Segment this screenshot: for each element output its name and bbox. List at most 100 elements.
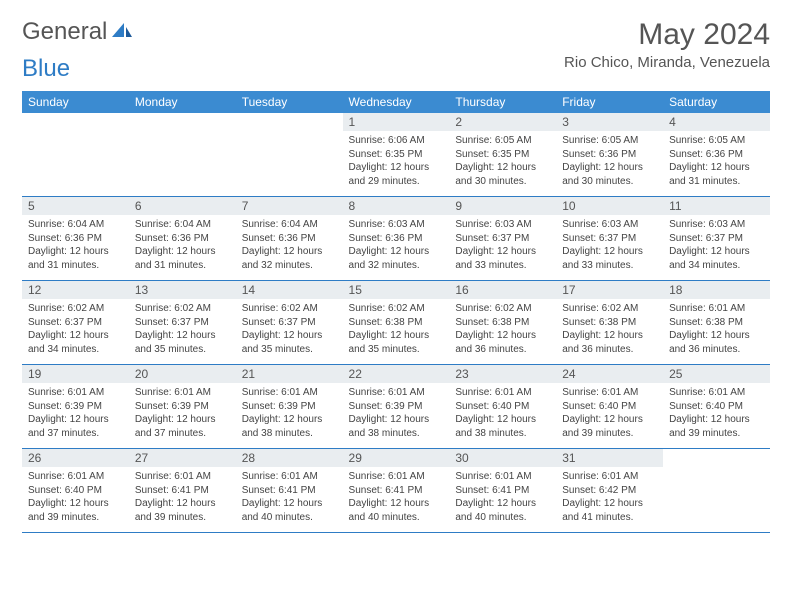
day-detail-line: Daylight: 12 hours: [669, 413, 764, 427]
day-detail-line: and 39 minutes.: [135, 511, 230, 525]
day-detail-line: Sunrise: 6:01 AM: [135, 470, 230, 484]
day-number: 17: [556, 281, 663, 299]
day-detail-line: Sunrise: 6:01 AM: [28, 386, 123, 400]
day-cell: 9Sunrise: 6:03 AMSunset: 6:37 PMDaylight…: [449, 197, 556, 280]
day-number: 21: [236, 365, 343, 383]
day-detail-line: Sunset: 6:37 PM: [669, 232, 764, 246]
day-detail-line: Sunrise: 6:01 AM: [242, 470, 337, 484]
day-detail-line: Sunrise: 6:03 AM: [669, 218, 764, 232]
day-cell: 26Sunrise: 6:01 AMSunset: 6:40 PMDayligh…: [22, 449, 129, 532]
day-detail-line: Sunrise: 6:02 AM: [242, 302, 337, 316]
day-cell: 3Sunrise: 6:05 AMSunset: 6:36 PMDaylight…: [556, 113, 663, 196]
day-cell: 31Sunrise: 6:01 AMSunset: 6:42 PMDayligh…: [556, 449, 663, 532]
day-cell: 5Sunrise: 6:04 AMSunset: 6:36 PMDaylight…: [22, 197, 129, 280]
calendar-page: General May 2024 Rio Chico, Miranda, Ven…: [0, 0, 792, 551]
day-detail-line: Daylight: 12 hours: [242, 245, 337, 259]
day-cell: 21Sunrise: 6:01 AMSunset: 6:39 PMDayligh…: [236, 365, 343, 448]
day-detail-line: and 36 minutes.: [455, 343, 550, 357]
day-detail-line: Sunset: 6:37 PM: [242, 316, 337, 330]
day-detail-line: and 33 minutes.: [562, 259, 657, 273]
day-detail-line: Sunset: 6:40 PM: [669, 400, 764, 414]
day-detail-line: and 32 minutes.: [242, 259, 337, 273]
day-detail-line: Sunset: 6:37 PM: [135, 316, 230, 330]
day-number: 7: [236, 197, 343, 215]
day-detail-line: and 30 minutes.: [562, 175, 657, 189]
day-cell: 17Sunrise: 6:02 AMSunset: 6:38 PMDayligh…: [556, 281, 663, 364]
day-detail-line: and 36 minutes.: [669, 343, 764, 357]
day-cell: 23Sunrise: 6:01 AMSunset: 6:40 PMDayligh…: [449, 365, 556, 448]
day-number: 16: [449, 281, 556, 299]
day-cell: 1Sunrise: 6:06 AMSunset: 6:35 PMDaylight…: [343, 113, 450, 196]
day-number: 15: [343, 281, 450, 299]
day-cell: 12Sunrise: 6:02 AMSunset: 6:37 PMDayligh…: [22, 281, 129, 364]
day-cell: 16Sunrise: 6:02 AMSunset: 6:38 PMDayligh…: [449, 281, 556, 364]
day-detail-line: and 34 minutes.: [28, 343, 123, 357]
day-cell: 27Sunrise: 6:01 AMSunset: 6:41 PMDayligh…: [129, 449, 236, 532]
day-detail-line: Sunset: 6:36 PM: [669, 148, 764, 162]
day-detail-line: Daylight: 12 hours: [669, 329, 764, 343]
day-cell: 8Sunrise: 6:03 AMSunset: 6:36 PMDaylight…: [343, 197, 450, 280]
day-detail-line: and 37 minutes.: [28, 427, 123, 441]
day-number: 20: [129, 365, 236, 383]
day-detail-line: and 38 minutes.: [455, 427, 550, 441]
day-detail-line: Sunrise: 6:04 AM: [135, 218, 230, 232]
day-number: 3: [556, 113, 663, 131]
day-number: 4: [663, 113, 770, 131]
day-detail-line: Sunset: 6:40 PM: [562, 400, 657, 414]
day-cell: [129, 113, 236, 196]
day-detail-line: Sunrise: 6:02 AM: [135, 302, 230, 316]
day-detail-line: Daylight: 12 hours: [669, 245, 764, 259]
day-detail-line: Daylight: 12 hours: [455, 161, 550, 175]
day-detail-line: Sunset: 6:36 PM: [28, 232, 123, 246]
day-detail-line: Sunset: 6:35 PM: [349, 148, 444, 162]
day-detail-line: Sunrise: 6:01 AM: [669, 302, 764, 316]
day-detail-line: Sunset: 6:41 PM: [455, 484, 550, 498]
day-detail-line: Daylight: 12 hours: [455, 413, 550, 427]
weekday-col: Thursday: [449, 91, 556, 113]
week-row: 12Sunrise: 6:02 AMSunset: 6:37 PMDayligh…: [22, 281, 770, 365]
weekday-col: Sunday: [22, 91, 129, 113]
day-detail-line: Sunrise: 6:05 AM: [562, 134, 657, 148]
day-number: 30: [449, 449, 556, 467]
day-detail-line: Sunset: 6:39 PM: [349, 400, 444, 414]
day-number: 29: [343, 449, 450, 467]
day-cell: 13Sunrise: 6:02 AMSunset: 6:37 PMDayligh…: [129, 281, 236, 364]
day-detail-line: Daylight: 12 hours: [349, 161, 444, 175]
day-detail-line: Daylight: 12 hours: [455, 497, 550, 511]
day-detail-line: Sunrise: 6:01 AM: [669, 386, 764, 400]
day-detail-line: Daylight: 12 hours: [562, 329, 657, 343]
location-text: Rio Chico, Miranda, Venezuela: [564, 54, 770, 71]
day-detail-line: and 39 minutes.: [669, 427, 764, 441]
day-detail-line: Sunset: 6:39 PM: [135, 400, 230, 414]
day-cell: [22, 113, 129, 196]
day-detail-line: Sunset: 6:36 PM: [242, 232, 337, 246]
day-detail-line: Sunrise: 6:01 AM: [242, 386, 337, 400]
day-detail-line: Sunset: 6:41 PM: [242, 484, 337, 498]
week-row: 5Sunrise: 6:04 AMSunset: 6:36 PMDaylight…: [22, 197, 770, 281]
day-detail-line: Sunset: 6:39 PM: [242, 400, 337, 414]
day-detail-line: Sunrise: 6:01 AM: [562, 386, 657, 400]
day-cell: 14Sunrise: 6:02 AMSunset: 6:37 PMDayligh…: [236, 281, 343, 364]
day-detail-line: Daylight: 12 hours: [455, 245, 550, 259]
weekday-header: Sunday Monday Tuesday Wednesday Thursday…: [22, 91, 770, 113]
week-row: 19Sunrise: 6:01 AMSunset: 6:39 PMDayligh…: [22, 365, 770, 449]
day-detail-line: Sunset: 6:37 PM: [562, 232, 657, 246]
day-detail-line: Sunrise: 6:01 AM: [562, 470, 657, 484]
day-detail-line: Sunrise: 6:05 AM: [669, 134, 764, 148]
day-detail-line: Sunset: 6:38 PM: [562, 316, 657, 330]
month-title: May 2024: [564, 18, 770, 52]
day-number: 2: [449, 113, 556, 131]
weekday-col: Friday: [556, 91, 663, 113]
day-detail-line: Sunset: 6:37 PM: [455, 232, 550, 246]
day-detail-line: and 36 minutes.: [562, 343, 657, 357]
brand-name-2: Blue: [22, 55, 70, 83]
day-number: 9: [449, 197, 556, 215]
day-detail-line: Daylight: 12 hours: [349, 329, 444, 343]
day-detail-line: Sunrise: 6:03 AM: [562, 218, 657, 232]
day-detail-line: and 39 minutes.: [562, 427, 657, 441]
day-number: 18: [663, 281, 770, 299]
day-detail-line: Sunset: 6:42 PM: [562, 484, 657, 498]
day-detail-line: and 32 minutes.: [349, 259, 444, 273]
day-number: 28: [236, 449, 343, 467]
day-detail-line: Sunset: 6:40 PM: [455, 400, 550, 414]
